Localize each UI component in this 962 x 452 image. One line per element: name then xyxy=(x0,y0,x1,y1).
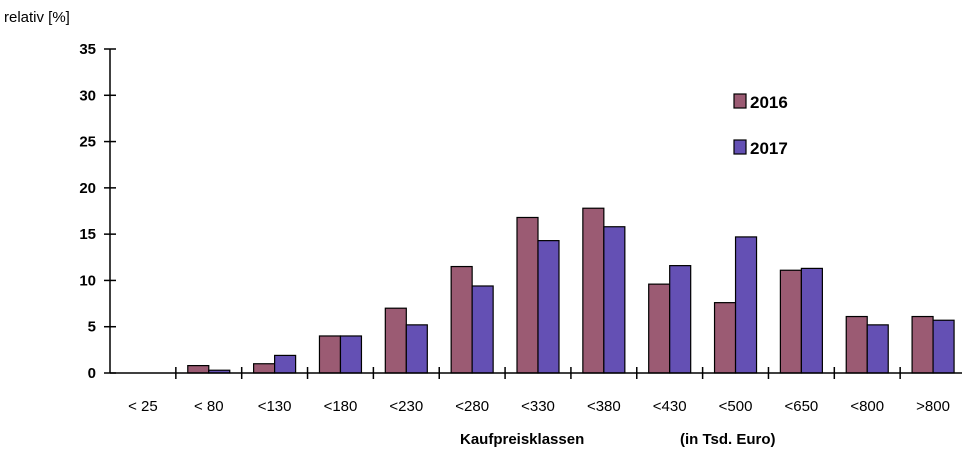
y-tick-label: 0 xyxy=(88,365,96,382)
bar-2016-1 xyxy=(187,364,210,374)
x-tick-label: <130 xyxy=(258,398,292,415)
x-tick-label: <650 xyxy=(784,398,818,415)
bar-2016-7 xyxy=(582,207,605,374)
bar-2017-9 xyxy=(734,236,758,374)
legend-label-2016: 2016 xyxy=(750,93,788,112)
x-tick-label: <380 xyxy=(587,398,621,415)
bar-2017-6 xyxy=(537,240,560,374)
bar-2017-5 xyxy=(471,285,494,374)
x-tick-label: < 25 xyxy=(128,398,158,415)
x-tick-label: < 80 xyxy=(194,398,224,415)
y-tick-label: 35 xyxy=(79,41,96,58)
x-tick-label: >800 xyxy=(916,398,950,415)
y-tick-label: 30 xyxy=(79,87,96,104)
legend-swatch-2016 xyxy=(733,93,747,109)
bar-2017-4 xyxy=(405,324,428,374)
bar-2016-6 xyxy=(516,216,539,374)
bar-2016-2 xyxy=(253,363,276,374)
y-tick-label: 5 xyxy=(88,319,96,336)
y-tick-label: 10 xyxy=(79,272,96,289)
bar-2016-5 xyxy=(450,265,473,374)
bar-2016-9 xyxy=(713,302,737,374)
legend-label-2017: 2017 xyxy=(750,139,788,158)
bar-2017-8 xyxy=(669,265,692,374)
bar-2016-8 xyxy=(648,283,671,374)
bar-2016-10 xyxy=(779,269,802,374)
x-tick-label: <500 xyxy=(719,398,753,415)
x-tick-label: <230 xyxy=(389,398,423,415)
x-axis-title-unit: (in Tsd. Euro) xyxy=(680,431,776,448)
y-tick-label: 15 xyxy=(79,226,96,243)
x-axis-title-main: Kaufpreisklassen xyxy=(460,431,584,448)
x-tick-label: <430 xyxy=(653,398,687,415)
x-tick-label: <280 xyxy=(455,398,489,415)
bar-2017-3 xyxy=(339,335,363,374)
bar-2017-11 xyxy=(866,324,889,374)
y-tick-label: 25 xyxy=(79,134,96,151)
bar-2017-12 xyxy=(932,319,955,374)
bar-2016-3 xyxy=(318,335,342,374)
bar-2017-7 xyxy=(603,226,626,374)
x-tick-label: <330 xyxy=(521,398,555,415)
x-tick-label: <180 xyxy=(324,398,358,415)
y-tick-label: 20 xyxy=(79,180,96,197)
bars-group xyxy=(187,207,955,374)
bar-2016-4 xyxy=(384,307,407,374)
legend: 2016 2017 xyxy=(733,93,788,158)
legend-swatch-2017 xyxy=(733,139,747,155)
bar-2016-11 xyxy=(845,315,868,374)
y-axis-title: relativ [%] xyxy=(4,9,70,26)
x-axis: < 25 < 80 <130 <180 <230 <280 <330 <380 <430 <500… xyxy=(128,367,950,415)
bar-2017-2 xyxy=(274,354,297,374)
bar-2016-12 xyxy=(911,315,934,374)
bar-2017-10 xyxy=(800,267,823,374)
x-tick-label: <800 xyxy=(850,398,884,415)
